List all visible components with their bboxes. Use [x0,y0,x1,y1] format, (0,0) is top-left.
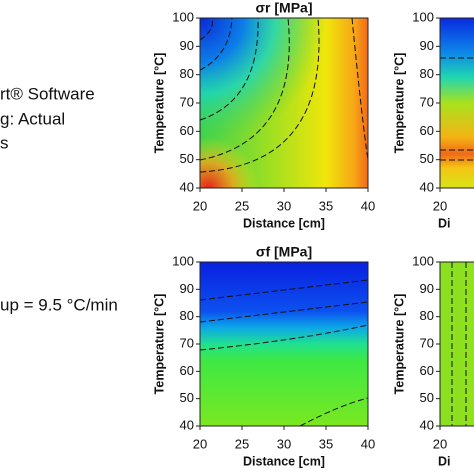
y-tick-label: 80 [420,66,434,81]
x-tick-label: 25 [235,436,249,451]
y-axis-label: Temperature [°C] [152,294,166,395]
chart-title: σf [MPa] [256,244,312,260]
contour-fill [440,262,474,426]
x-tick-label: 30 [277,436,291,451]
y-tick-label: 40 [420,179,434,194]
y-axis-label: Temperature [°C] [392,294,406,395]
y-tick-label: 60 [420,123,434,138]
chart-title: σr [MPa] [255,0,312,16]
y-tick-label: 100 [412,9,434,24]
plot-area [440,262,474,426]
y-tick-label: 50 [420,390,434,405]
y-tick-label: 70 [420,335,434,350]
y-tick-label: 80 [180,308,194,323]
y-tick-label: 70 [420,94,434,109]
contour-fill [200,262,368,426]
contour-line [200,18,290,161]
x-tick-label: 40 [361,198,375,213]
y-tick-label: 90 [180,38,194,53]
y-tick-label: 60 [180,123,194,138]
contour-line [200,18,213,41]
y-tick-label: 50 [180,390,194,405]
x-tick-label: 30 [277,198,291,213]
x-axis-label: Distance [cm] [243,216,325,230]
contour-plot: 40 50 60 70 80 90 100 20 Di Temperature [°C] [392,9,474,230]
side-text: up = 9.5 °C/min [0,295,118,314]
y-tick-label: 100 [412,253,434,268]
plots: σr [MPa] 40 50 60 70 80 90 100 20 25 30 35 40 Distanc… [152,0,474,468]
contour-plot: σf [MPa] 40 50 60 70 80 90 100 20 25 30 35 40 Distanc… [152,244,375,469]
contour-line [200,18,259,121]
side-text: rt® Software [0,84,95,103]
x-tick-label: 25 [235,198,249,213]
y-tick-label: 80 [180,66,194,81]
y-tick-label: 50 [180,151,194,166]
contour-line [200,324,368,351]
x-tick-label: 40 [361,436,375,451]
contour-fill [440,18,474,188]
contour-line [200,301,368,323]
x-tick-label: 20 [433,198,447,213]
contour-plot: 40 50 60 70 80 90 100 20 Di Temperature [°C] [392,253,474,468]
x-tick-label: 20 [193,198,207,213]
y-tick-label: 90 [420,38,434,53]
x-tick-label: 20 [193,436,207,451]
plot-area [200,18,368,188]
y-tick-label: 40 [180,417,194,432]
contour-plot: σr [MPa] 40 50 60 70 80 90 100 20 25 30 35 40 Distanc… [152,0,375,230]
contour-fill [200,18,368,188]
contour-line [351,18,368,161]
y-tick-label: 90 [420,281,434,296]
y-tick-label: 40 [180,179,194,194]
contour-line [299,397,368,426]
y-tick-label: 80 [420,308,434,323]
side-text: g: Actual [0,109,65,128]
y-tick-label: 60 [180,363,194,378]
plot-area [440,18,474,188]
y-tick-label: 90 [180,281,194,296]
contour-line [200,18,320,173]
side-text: s [0,133,9,152]
y-tick-label: 70 [180,335,194,350]
x-axis-label: Di [438,216,451,230]
x-axis-label: Di [438,454,451,468]
y-tick-label: 50 [420,151,434,166]
y-tick-label: 100 [172,253,194,268]
y-axis-label: Temperature [°C] [392,53,406,154]
plot-area [200,262,368,426]
y-tick-label: 100 [172,9,194,24]
y-axis-label: Temperature [°C] [152,53,166,154]
y-tick-label: 70 [180,94,194,109]
contour-line [200,279,368,301]
y-tick-label: 40 [420,417,434,432]
x-tick-label: 35 [319,436,333,451]
x-tick-label: 20 [433,436,447,451]
contour-line [200,18,233,71]
x-axis-label: Distance [cm] [243,454,325,468]
x-tick-label: 35 [319,198,333,213]
y-tick-label: 60 [420,363,434,378]
